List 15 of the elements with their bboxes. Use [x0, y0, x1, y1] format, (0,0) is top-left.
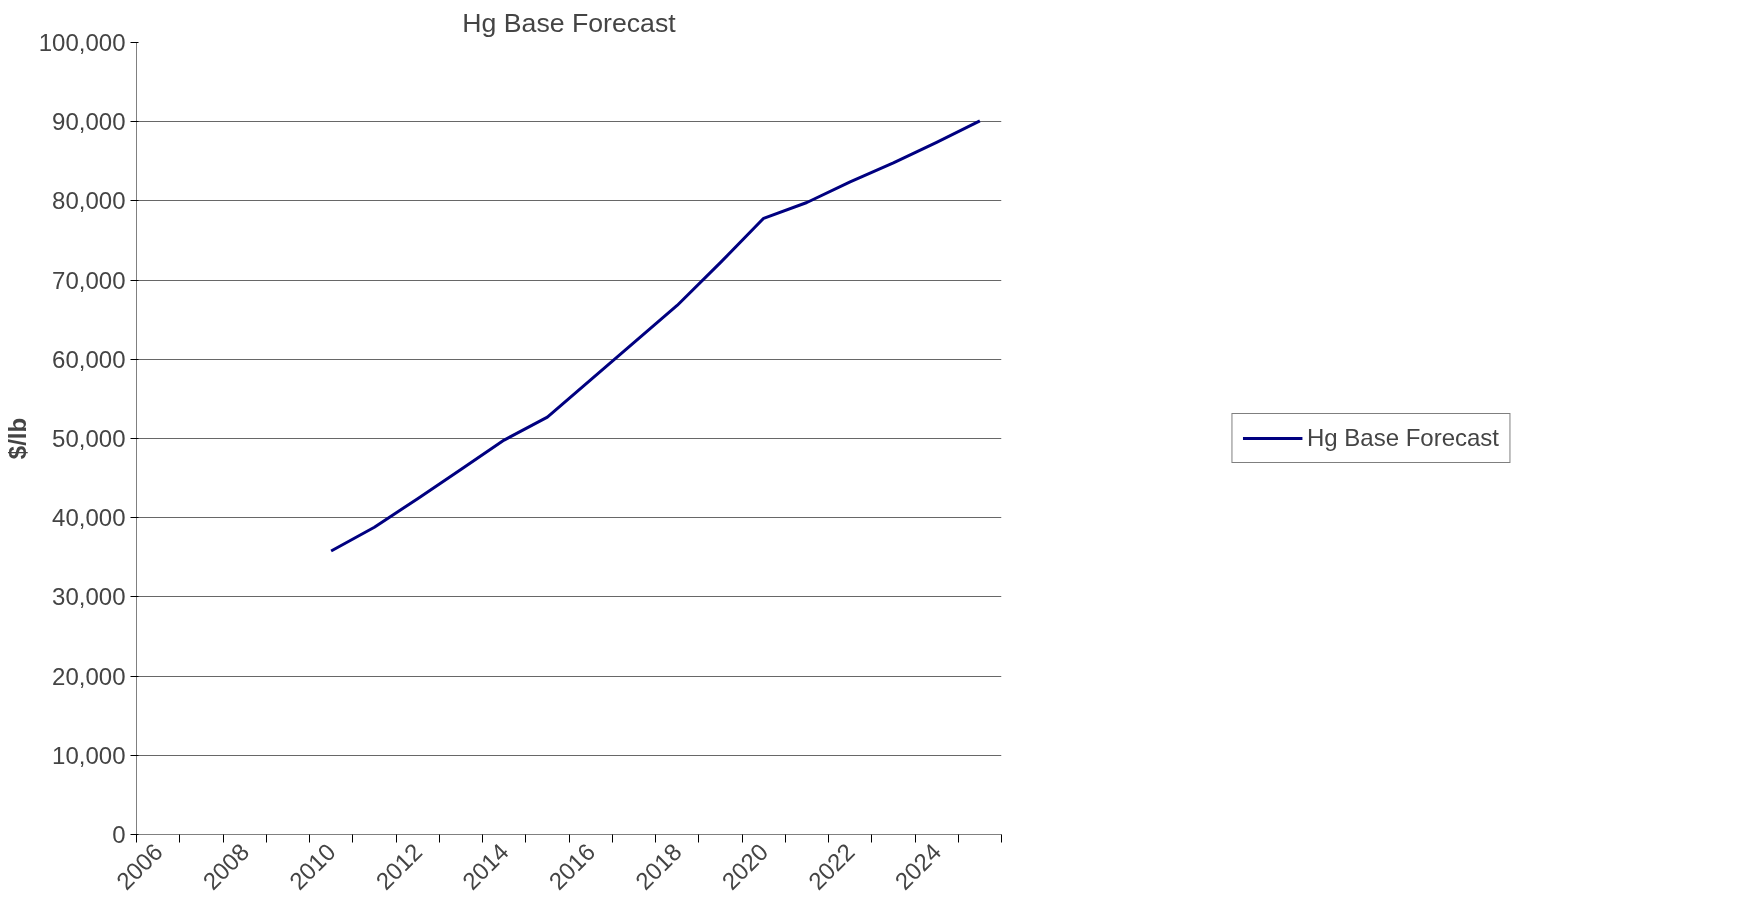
- line-series: [329, 119, 982, 553]
- y-tick-label: 90,000: [52, 108, 126, 136]
- y-tick-label: 0: [112, 821, 126, 848]
- y-tick-label: 80,000: [52, 187, 126, 215]
- y-tick-label: 30,000: [52, 583, 126, 611]
- y-tick-label: 50,000: [52, 425, 126, 452]
- y-tick-label: 70,000: [52, 266, 126, 294]
- y-tick-label: 20,000: [52, 662, 126, 690]
- y-tick-label: 60,000: [52, 345, 126, 373]
- y-tick-label: 10,000: [52, 741, 126, 769]
- legend-label: Hg Base Forecast: [1306, 424, 1500, 452]
- y-axis-title: $/lb: [3, 417, 31, 460]
- y-tick-label: 100,000: [38, 29, 126, 56]
- y-tick-label: 40,000: [52, 504, 126, 532]
- chart-title: Hg Base Forecast: [462, 7, 677, 38]
